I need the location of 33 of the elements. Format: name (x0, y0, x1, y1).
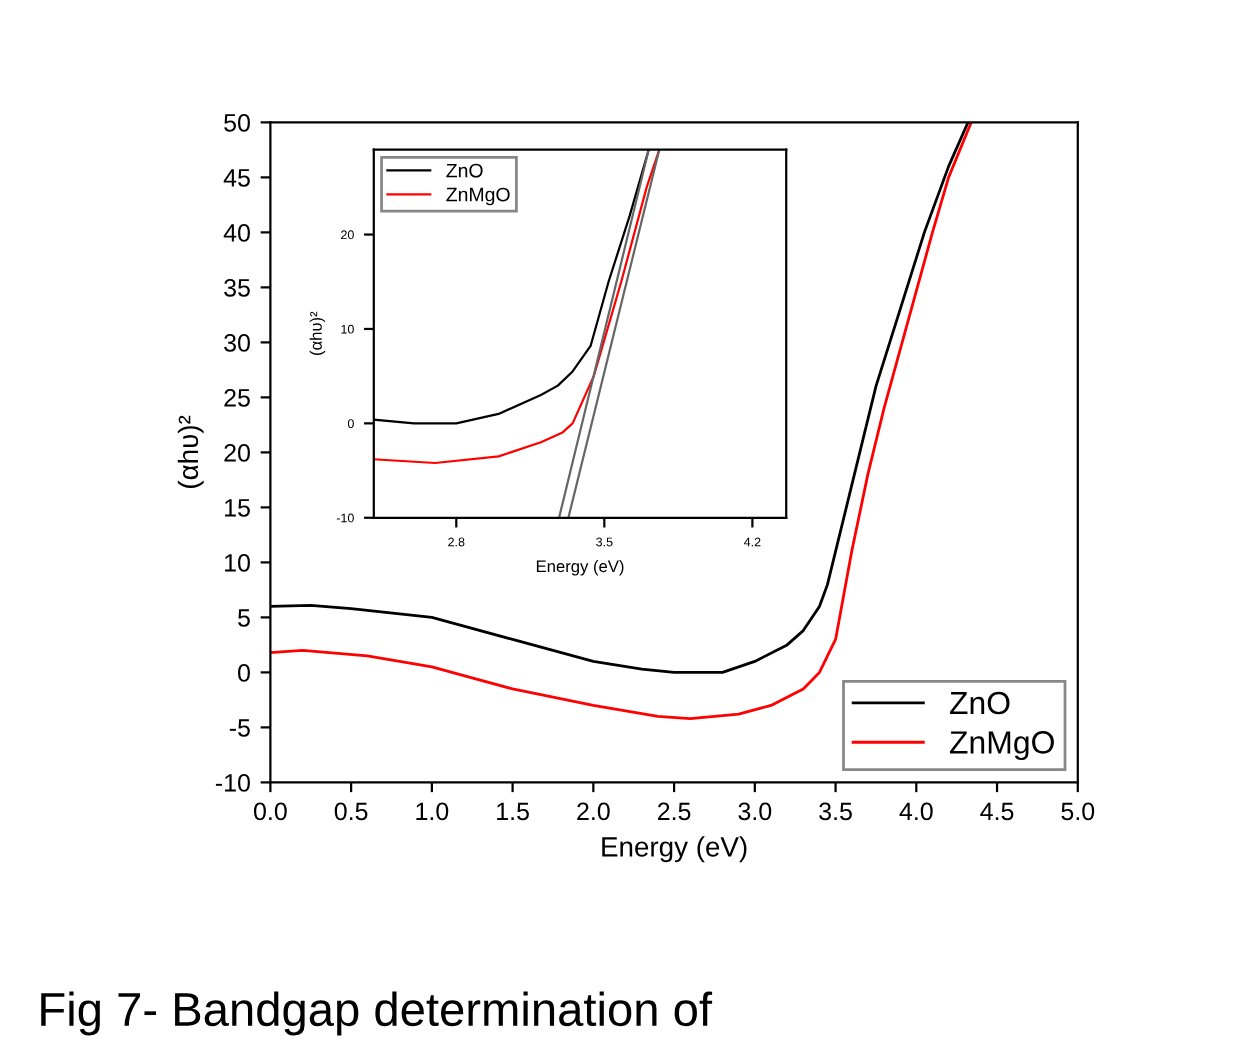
y-tick-label: 10 (225, 554, 250, 572)
x-tick-label: 3.0 (738, 802, 772, 821)
x-tick-label: 0.0 (253, 802, 287, 821)
x-axis-title: Energy (eV) (602, 836, 747, 863)
x-tick-label: 2.0 (577, 802, 610, 821)
x-tick-label: 4.0 (899, 802, 933, 821)
legend-label: ZnMgO (446, 187, 510, 206)
legend-label: ZnO (446, 163, 483, 178)
y-tick-label: 30 (224, 333, 250, 352)
y-tick-label: 20 (224, 444, 250, 462)
x-tick-label: 1.5 (497, 802, 529, 821)
y-tick-label: 45 (223, 169, 250, 187)
y-tick-label: 0 (238, 664, 250, 682)
y-tick-label: 40 (223, 223, 250, 242)
y-tick-label: 25 (224, 388, 250, 407)
y-tick-label: 15 (225, 499, 250, 517)
x-axis-title: Energy (eV) (536, 559, 624, 576)
y-tick-label: -10 (215, 774, 250, 792)
legend-label: ZnO (949, 691, 1010, 715)
legend-label: ZnMgO (949, 731, 1054, 761)
x-tick-label: 1.0 (416, 802, 449, 821)
y-axis-title: (αhυ)² (177, 415, 204, 488)
x-tick-label: 0.5 (334, 802, 368, 821)
x-tick-label: 4.5 (980, 802, 1014, 821)
y-tick-label: 50 (224, 113, 250, 132)
y-tick-label: 35 (224, 278, 250, 297)
y-axis-title: (αhυ)² (309, 311, 326, 355)
x-tick-label: 5.0 (1061, 802, 1095, 821)
x-tick-label: 2.5 (657, 802, 691, 821)
y-tick-label: -5 (229, 719, 250, 737)
y-tick-label: 5 (238, 609, 250, 627)
caption: Fig 7- Bandgap determination of (41, 991, 713, 1036)
x-tick-label: 3.5 (819, 802, 852, 821)
